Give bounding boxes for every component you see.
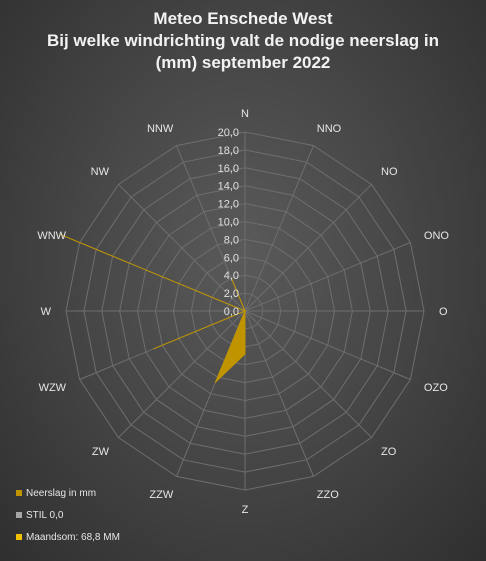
chart-title-line-2: Bij welke windrichting valt de nodige ne… (46, 31, 440, 50)
r-tick-label-9: 18,0 (218, 145, 239, 157)
chart-title-line-1: Meteo Enschede West (153, 9, 333, 28)
grid-spoke-ozo (244, 310, 411, 380)
category-label-wnw: WNW (37, 230, 66, 242)
grid-spoke-zw (118, 310, 246, 438)
category-label-ozo: OZO (424, 382, 448, 394)
category-label-wzw: WZW (39, 382, 67, 394)
category-label-w: W (41, 306, 52, 318)
data-point-z (244, 353, 246, 355)
category-label-o: O (439, 306, 448, 318)
category-label-zw: ZW (92, 446, 110, 458)
category-label-z: Z (242, 504, 249, 516)
category-label-zo: ZO (381, 446, 397, 458)
legend-item-stil: STIL 0,0 (16, 504, 120, 526)
data-point-zzw (214, 381, 217, 383)
r-tick-label-1: 2,0 (224, 288, 239, 300)
chart-title-line-3: (mm) september 2022 (155, 53, 331, 72)
legend-swatch-neerslag (16, 490, 22, 496)
data-point-nnw (231, 278, 233, 280)
legend-swatch-stil (16, 512, 22, 518)
category-label-zzo: ZZO (317, 489, 339, 501)
chart-title: Meteo Enschede West Bij welke windrichti… (0, 8, 486, 74)
data-point-wnw (60, 234, 62, 236)
data-point-wzw (153, 348, 155, 350)
r-tick-label-10: 20,0 (218, 127, 239, 139)
r-tick-label-0: 0,0 (224, 306, 239, 318)
r-tick-label-6: 12,0 (218, 199, 239, 211)
grid-spoke-nno (244, 145, 314, 312)
r-tick-label-2: 4,0 (224, 270, 239, 282)
category-label-nw: NW (91, 166, 110, 178)
r-tick-label-3: 6,0 (224, 252, 239, 264)
category-label-nnw: NNW (147, 123, 174, 135)
legend-label-neerslag: Neerslag in mm (26, 487, 97, 499)
r-tick-label-8: 16,0 (218, 163, 239, 175)
grid-spoke-no (244, 184, 372, 312)
legend-swatch-maandsom (16, 534, 22, 540)
r-tick-label-4: 8,0 (224, 234, 239, 246)
grid-spoke-nw (118, 184, 246, 312)
grid-spoke-ono (244, 242, 411, 312)
r-tick-label-5: 10,0 (218, 217, 239, 229)
category-label-n: N (241, 108, 249, 120)
grid-spoke-zzo (244, 310, 314, 477)
data-point-nw (244, 310, 246, 312)
legend: Neerslag in mm STIL 0,0 Maandsom: 68,8 M… (16, 482, 120, 548)
legend-item-maandsom: Maandsom: 68,8 MM (16, 526, 120, 548)
category-label-zzw: ZZW (149, 489, 173, 501)
r-tick-label-7: 14,0 (218, 181, 239, 193)
category-label-nno: NNO (317, 123, 342, 135)
grid-spoke-zo (244, 310, 372, 438)
series-area-0 (60, 234, 247, 383)
legend-item-neerslag: Neerslag in mm (16, 482, 120, 504)
category-label-no: NO (381, 166, 398, 178)
legend-label-maandsom: Maandsom: 68,8 MM (26, 531, 120, 543)
category-label-ono: ONO (424, 230, 450, 242)
legend-label-stil: STIL 0,0 (26, 509, 64, 521)
